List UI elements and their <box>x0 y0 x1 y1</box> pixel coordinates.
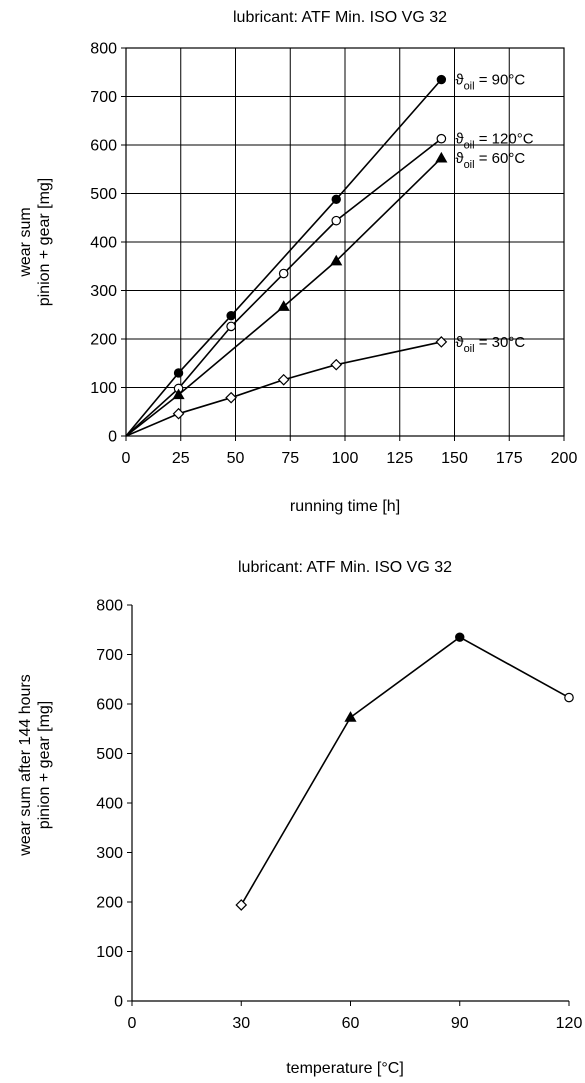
chart1-x-tick-label: 175 <box>496 450 523 467</box>
series-point-60c <box>277 300 290 311</box>
chart2-y-tick-label: 200 <box>96 895 123 912</box>
chart-running-time: lubricant: ATF Min. ISO VG 32 0 100 200 300… <box>17 9 577 515</box>
chart2-x-axis-label: temperature [°C] <box>286 1060 404 1077</box>
series-point-30c <box>172 407 185 420</box>
series-point-90c <box>173 368 184 378</box>
chart2-y-axis-label-line2: pinion + gear [mg] <box>36 701 53 830</box>
chart1-x-tick-label: 25 <box>172 450 190 467</box>
chart2-title: lubricant: ATF Min. ISO VG 32 <box>238 559 452 576</box>
chart1-series <box>125 74 448 437</box>
chart1-y-tick-label: 100 <box>90 380 117 397</box>
chart2-x-tick-label: 0 <box>128 1015 137 1032</box>
series-point-30c <box>330 358 343 371</box>
chart1-y-tick-label: 200 <box>90 332 117 349</box>
chart1-y-axis-label-line2: pinion + gear [mg] <box>36 178 53 307</box>
chart1-y-axis-label-line1: wear sum <box>17 207 34 277</box>
chart2-point-30c <box>235 899 248 911</box>
chart2-point-90c <box>455 632 465 642</box>
series-point-60c <box>330 254 343 266</box>
chart1-x-tick-label: 50 <box>227 450 245 467</box>
series-label-120c: ϑoil = 120°C <box>455 131 533 152</box>
series-label-30c: ϑoil = 30°C <box>455 334 525 355</box>
series-point-60c <box>172 388 185 400</box>
chart-temperature: lubricant: ATF Min. ISO VG 32 0100200300… <box>17 559 582 1077</box>
chart1-title: lubricant: ATF Min. ISO VG 32 <box>233 9 447 26</box>
series-label-60c: ϑoil = 60°C <box>455 150 525 171</box>
chart2-y-tick-label: 300 <box>96 845 123 862</box>
chart2-y-tick-label: 0 <box>114 994 123 1011</box>
chart1-gridlines <box>125 47 565 437</box>
chart2-y-tick-label: 100 <box>96 944 123 961</box>
series-point-30c <box>277 373 290 386</box>
chart2-y-axis-label-line1: wear sum after 144 hours <box>17 674 34 856</box>
chart2-y-tick-label: 400 <box>96 796 123 813</box>
series-point-120c <box>436 133 447 144</box>
chart1-y-tick-label: 0 <box>108 429 117 446</box>
series-line-120c <box>125 138 442 437</box>
chart2-x-tick-label: 60 <box>342 1015 360 1032</box>
chart2-series <box>235 632 574 911</box>
series-point-30c <box>435 336 448 348</box>
series-point-120c <box>331 215 342 226</box>
chart2-y-tick-label: 800 <box>96 598 123 615</box>
chart1-x-tick-label: 75 <box>281 450 299 467</box>
series-point-90c <box>226 311 236 321</box>
chart1-x-tick-label: 125 <box>386 450 413 467</box>
chart2-x-tick-label: 30 <box>232 1015 250 1032</box>
chart1-y-tick-label: 800 <box>90 41 117 58</box>
series-point-60c <box>435 151 448 163</box>
chart1-y-tick-label: 400 <box>90 235 117 252</box>
chart2-y-tick-label: 600 <box>96 697 123 714</box>
series-line-30c <box>125 341 442 437</box>
chart1-y-tick-label: 700 <box>90 89 117 106</box>
chart1-x-axis-label: running time [h] <box>290 498 400 515</box>
series-point-120c <box>226 321 236 332</box>
series-label-90c: ϑoil = 90°C <box>455 72 525 93</box>
chart1-x-tick-label: 200 <box>551 450 578 467</box>
chart1-ticks: 0 100 200 300 400 500 600 700 800 0 25 50 75 100 125 15… <box>90 41 577 468</box>
chart2-axes <box>131 605 569 1002</box>
chart2-point-60c <box>344 711 357 722</box>
chart2-x-tick-label: 120 <box>556 1015 583 1032</box>
series-point-120c <box>278 268 289 279</box>
chart2-ticks: 0 100 200 300 400 500 600 700 800 0 30 60 90 120 <box>96 598 582 1033</box>
chart1-y-tick-label: 300 <box>90 283 117 300</box>
chart2-point-120c <box>564 692 574 703</box>
chart2-x-tick-label: 90 <box>451 1015 469 1032</box>
chart2-y-tick-label: 500 <box>96 746 123 763</box>
chart1-x-tick-label: 150 <box>441 450 468 467</box>
series-point-30c <box>225 391 237 404</box>
chart2-wear-line <box>240 636 570 906</box>
chart1-x-tick-label: 100 <box>332 450 359 467</box>
series-line-60c <box>125 157 442 437</box>
chart2-y-tick-label: 700 <box>96 647 123 664</box>
chart1-x-tick-label: 0 <box>122 450 131 467</box>
series-point-90c <box>331 194 341 205</box>
series-point-90c <box>436 74 447 85</box>
chart1-y-tick-label: 500 <box>90 186 117 203</box>
chart1-y-tick-label: 600 <box>90 138 117 155</box>
